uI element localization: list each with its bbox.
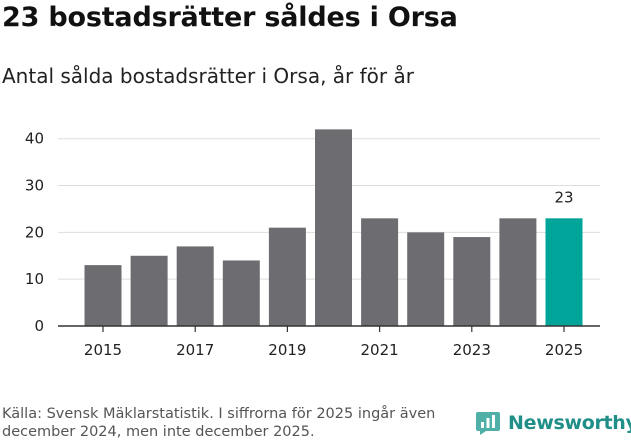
- bar-2024: [499, 218, 537, 326]
- x-tick-label-2023: 2023: [453, 341, 491, 359]
- y-tick-label-30: 30: [25, 177, 44, 195]
- y-tick-label-20: 20: [25, 223, 44, 241]
- chart-subtitle: Antal sålda bostadsrätter i Orsa, år för…: [2, 64, 414, 88]
- brand-logo[interactable]: Newsworthy: [475, 408, 631, 438]
- bar-2015: [84, 265, 122, 326]
- x-tick-label-2021: 2021: [361, 341, 399, 359]
- source-note: Källa: Svensk Mäklarstatistik. I siffror…: [2, 406, 436, 440]
- x-tick-label-2017: 2017: [176, 341, 214, 359]
- bar-2022: [407, 232, 445, 326]
- bar-2025: [545, 218, 583, 326]
- x-tick-label-2025: 2025: [545, 341, 583, 359]
- bar-2020: [315, 129, 352, 326]
- bar-2023: [453, 237, 491, 326]
- bar-chart-speech-bubble-icon: [476, 412, 500, 435]
- y-tick-label-0: 0: [34, 317, 44, 335]
- x-tick-label-2019: 2019: [268, 341, 306, 359]
- bar-2017: [176, 246, 214, 326]
- bar-chart: 0 10 20 30 40 2015 2017 2019 2021 2023 2025 23: [25, 129, 600, 359]
- bar-2021: [361, 218, 399, 326]
- data-label-2025: 23: [554, 188, 573, 206]
- y-tick-label-40: 40: [25, 130, 44, 148]
- x-tick-label-2015: 2015: [84, 341, 122, 359]
- brand-name: Newsworthy: [508, 412, 631, 434]
- bar-2019: [268, 227, 306, 326]
- y-tick-label-10: 10: [25, 270, 44, 288]
- bar-2018: [222, 260, 260, 326]
- bar-2016: [130, 255, 168, 326]
- chart-title: 23 bostadsrätter såldes i Orsa: [2, 2, 458, 33]
